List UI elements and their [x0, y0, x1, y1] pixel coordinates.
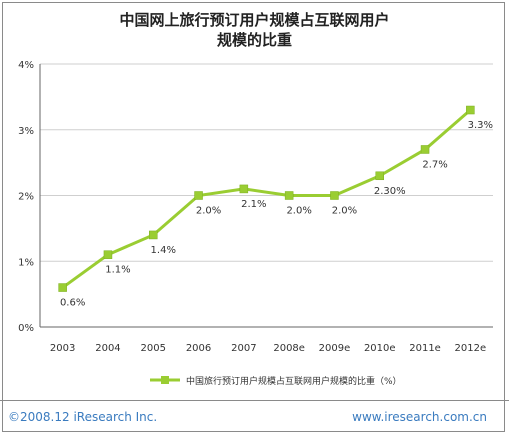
footer: ©2008.12 iResearch Inc. www.iresearch.co… [0, 400, 509, 431]
x-tick-label: 2005 [141, 343, 166, 354]
series-line [61, 108, 472, 289]
chart-title-line-1: 中国网上旅行预订用户规模占互联网用户 [119, 11, 390, 29]
data-label: 2.0% [286, 206, 311, 217]
data-label: 2.1% [241, 199, 266, 210]
x-tick-label: 2007 [231, 343, 256, 354]
chart-title-line-2: 规模的比重 [216, 31, 292, 49]
data-point [375, 171, 384, 181]
y-tick-label: 4% [18, 60, 34, 71]
website-link[interactable]: www.iresearch.com.cn [352, 410, 487, 424]
x-tick-label: 2012e [455, 343, 487, 354]
y-tick-label: 3% [18, 126, 34, 137]
data-point [194, 191, 203, 200]
data-label: 3.3% [468, 120, 493, 131]
data-label: 2.7% [422, 159, 447, 170]
y-tick-label: 2% [18, 192, 34, 203]
data-label: 2.0% [196, 206, 221, 217]
legend-marker [161, 376, 169, 384]
x-tick-label: 2006 [186, 343, 211, 354]
x-tick-label: 2008e [273, 343, 305, 354]
data-label: 2.0% [332, 206, 357, 217]
data-label: 2.30% [374, 186, 406, 197]
x-tick-label: 2004 [95, 343, 120, 354]
chart-title: 中国网上旅行预订用户规模占互联网用户 规模的比重 [0, 10, 509, 50]
x-tick-label: 2011e [409, 343, 441, 354]
data-point [103, 250, 113, 259]
chart-frame [2, 2, 505, 432]
x-tick-label: 2009e [319, 343, 351, 354]
data-point [149, 230, 158, 240]
legend-label: 中国旅行预订用户规模占互联网用户规模的比重（%） [186, 375, 402, 387]
data-point [239, 184, 249, 194]
x-tick-label: 2003 [50, 343, 75, 354]
data-label: 0.6% [60, 298, 85, 309]
data-point [330, 191, 339, 200]
data-point [420, 145, 430, 154]
x-tick-label: 2010e [364, 343, 396, 354]
y-tick-label: 0% [18, 323, 34, 334]
data-label: 1.4% [151, 245, 176, 256]
data-point [58, 283, 67, 292]
copyright-text: ©2008.12 iResearch Inc. [8, 410, 158, 424]
data-label: 1.1% [105, 265, 130, 276]
data-point [284, 191, 294, 200]
y-tick-label: 1% [18, 257, 34, 268]
data-point [466, 105, 475, 115]
